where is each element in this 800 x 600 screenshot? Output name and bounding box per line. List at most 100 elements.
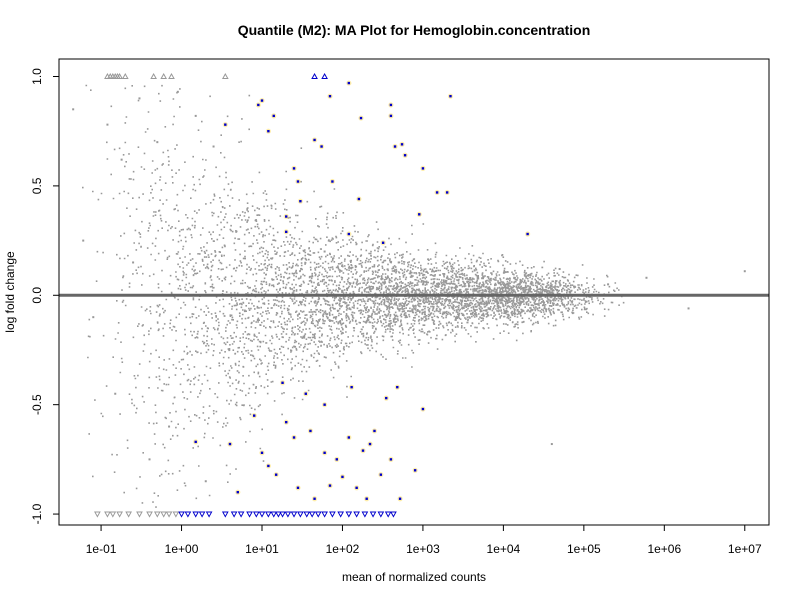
point [516, 309, 519, 312]
clipped-down-point [125, 511, 132, 518]
clipped-down-point [94, 511, 101, 518]
significant-point [320, 145, 323, 148]
significant-point [328, 484, 332, 487]
significant-point [347, 436, 351, 439]
clipped-down-point [369, 511, 377, 518]
clipped-down-point [172, 511, 180, 518]
significant-point [281, 381, 284, 384]
x-tick-label: 1e+03 [406, 542, 440, 556]
clipped-down-point [361, 511, 369, 518]
clipped-down-point [308, 511, 316, 518]
significant-point [236, 490, 239, 494]
significant-point [526, 232, 529, 236]
point [341, 289, 344, 292]
significant-point [449, 94, 452, 98]
clipped-down-point [198, 511, 206, 518]
significant-point [355, 486, 358, 490]
significant-point [323, 451, 326, 455]
significant-point [272, 114, 275, 118]
significant-point [403, 154, 407, 157]
significant-point [224, 123, 227, 126]
significant-point [385, 396, 388, 400]
point [156, 141, 159, 144]
point [204, 480, 207, 483]
significant-point [285, 230, 288, 234]
significant-point [396, 385, 399, 389]
significant-point [292, 167, 296, 170]
clipped-down-point [230, 511, 238, 518]
significant-point [398, 497, 402, 500]
significant-point [313, 138, 316, 142]
x-axis-label: mean of normalized counts [342, 570, 486, 584]
significant-point [299, 200, 302, 203]
point [82, 239, 85, 242]
significant-point [260, 99, 264, 102]
point [558, 268, 561, 271]
y-tick-label: 0.5 [30, 177, 44, 194]
significant-point [341, 475, 344, 479]
clipped-down-point [275, 511, 282, 518]
significant-point [267, 129, 270, 133]
point [138, 97, 141, 100]
clipped-down-point [337, 511, 345, 518]
significant-point [368, 442, 372, 446]
significant-point [435, 191, 439, 194]
point [106, 123, 109, 126]
significant-point [267, 464, 270, 468]
x-tick-label: 1e+07 [728, 542, 762, 556]
x-tick-label: 1e+01 [245, 542, 279, 556]
clipped-down-point [246, 511, 253, 518]
significant-point [347, 232, 351, 236]
point [168, 425, 171, 428]
clipped-up-point [121, 72, 129, 80]
clipped-down-point [284, 511, 292, 518]
clipped-down-point [109, 511, 117, 518]
clipped-down-point [252, 511, 260, 518]
y-axis-label: log fold change [3, 251, 17, 333]
significant-point [379, 473, 383, 476]
significant-point [257, 103, 260, 107]
significant-point [274, 473, 278, 476]
significant-point [361, 449, 365, 452]
significant-point [350, 385, 353, 389]
point [194, 114, 197, 117]
significant-point [445, 191, 449, 194]
x-tick-label: 1e-01 [86, 542, 117, 556]
point [607, 283, 610, 286]
point [645, 276, 648, 279]
point [365, 320, 368, 323]
significant-point [260, 451, 264, 455]
point [114, 392, 117, 395]
significant-point [194, 440, 197, 444]
clipped-down-point [303, 511, 311, 518]
clipped-down-point [321, 511, 328, 518]
clipped-down-point [265, 511, 272, 518]
clipped-up-point [150, 72, 157, 80]
clipped-down-point [297, 511, 304, 518]
significant-point [357, 197, 361, 201]
clipped-down-point [329, 511, 336, 518]
significant-point [328, 94, 332, 98]
significant-point [331, 180, 334, 183]
point [397, 261, 400, 264]
clipped-down-point [390, 511, 397, 518]
clipped-down-point [377, 511, 385, 518]
clipped-down-point [279, 511, 286, 518]
clipped-down-point [270, 511, 278, 518]
point [323, 250, 326, 253]
significant-point [304, 392, 307, 395]
clipped-down-point [258, 511, 266, 518]
y-tick-label: -0.5 [30, 394, 44, 415]
significant-point [389, 114, 393, 118]
clipped-up-point [160, 72, 168, 80]
y-tick-label: -1.0 [30, 503, 44, 524]
clipped-down-point [384, 511, 392, 518]
significant-point [323, 403, 326, 406]
y-axis: -1.0 -0.5 0.0 0.5 1.0 [30, 68, 59, 524]
significant-point [296, 180, 300, 183]
clipped-down-point [153, 511, 161, 518]
point [72, 108, 75, 111]
point [421, 283, 424, 286]
point [494, 276, 497, 279]
